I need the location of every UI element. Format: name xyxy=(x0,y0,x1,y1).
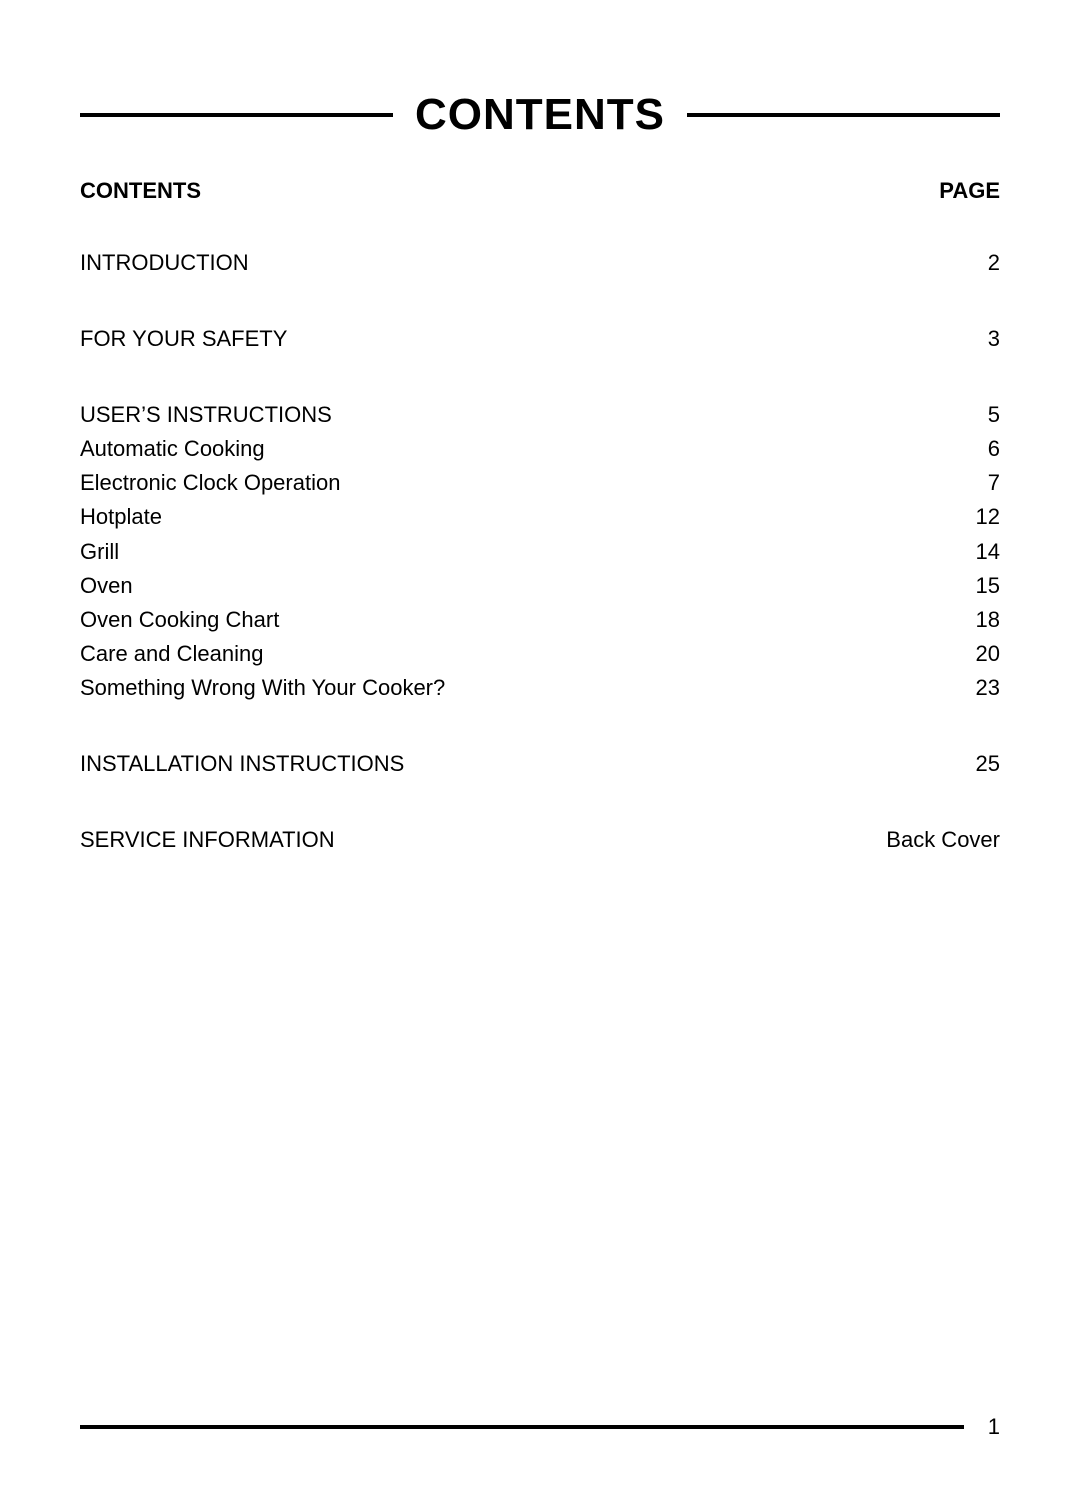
toc-entry: Care and Cleaning20 xyxy=(80,637,1000,671)
toc-section: SERVICE INFORMATIONBack Cover xyxy=(80,823,1000,857)
title-row: CONTENTS xyxy=(80,90,1000,140)
toc-entry: Hotplate12 xyxy=(80,500,1000,534)
toc-entry-page: 20 xyxy=(880,637,1000,671)
page-title: CONTENTS xyxy=(393,90,687,140)
toc-section: FOR YOUR SAFETY3 xyxy=(80,322,1000,356)
toc-entry-label: SERVICE INFORMATION xyxy=(80,823,880,857)
toc-body: INTRODUCTION2 FOR YOUR SAFETY3 USER’S INST… xyxy=(80,246,1000,857)
toc-entry: SERVICE INFORMATIONBack Cover xyxy=(80,823,1000,857)
toc-header-left: CONTENTS xyxy=(80,178,201,204)
footer-rule xyxy=(80,1425,964,1429)
toc-entry-label: Oven Cooking Chart xyxy=(80,603,880,637)
toc-entry-page: 6 xyxy=(880,432,1000,466)
toc-entry-label: INSTALLATION INSTRUCTIONS xyxy=(80,747,880,781)
toc-section: INTRODUCTION2 xyxy=(80,246,1000,280)
toc-entry-page: 7 xyxy=(880,466,1000,500)
toc-entry: Oven Cooking Chart18 xyxy=(80,603,1000,637)
toc-entry-label: Hotplate xyxy=(80,500,880,534)
toc-entry: INSTALLATION INSTRUCTIONS25 xyxy=(80,747,1000,781)
toc-entry-label: Electronic Clock Operation xyxy=(80,466,880,500)
toc-entry-label: FOR YOUR SAFETY xyxy=(80,322,880,356)
toc-entry: USER’S INSTRUCTIONS5 xyxy=(80,398,1000,432)
toc-entry-label: Grill xyxy=(80,535,880,569)
toc-entry: Oven15 xyxy=(80,569,1000,603)
toc-entry-page: 5 xyxy=(880,398,1000,432)
toc-entry-label: Oven xyxy=(80,569,880,603)
toc-entry-page: Back Cover xyxy=(880,823,1000,857)
toc-entry: Electronic Clock Operation7 xyxy=(80,466,1000,500)
toc-entry-page: 14 xyxy=(880,535,1000,569)
toc-entry-page: 15 xyxy=(880,569,1000,603)
toc-entry: Automatic Cooking6 xyxy=(80,432,1000,466)
toc-entry-page: 2 xyxy=(880,246,1000,280)
title-rule-right xyxy=(687,113,1000,117)
toc-entry-page: 18 xyxy=(880,603,1000,637)
toc-entry-page: 23 xyxy=(880,671,1000,705)
toc-entry: INTRODUCTION2 xyxy=(80,246,1000,280)
toc-entry-label: INTRODUCTION xyxy=(80,246,880,280)
toc-entry-page: 12 xyxy=(880,500,1000,534)
title-rule-left xyxy=(80,113,393,117)
toc-entry: Grill14 xyxy=(80,535,1000,569)
toc-entry-page: 25 xyxy=(880,747,1000,781)
toc-section: INSTALLATION INSTRUCTIONS25 xyxy=(80,747,1000,781)
toc-entry: FOR YOUR SAFETY3 xyxy=(80,322,1000,356)
page-number: 1 xyxy=(964,1414,1000,1440)
footer: 1 xyxy=(80,1414,1000,1440)
toc-entry-label: Automatic Cooking xyxy=(80,432,880,466)
toc-entry-label: Care and Cleaning xyxy=(80,637,880,671)
toc-entry-label: USER’S INSTRUCTIONS xyxy=(80,398,880,432)
toc-entry-label: Something Wrong With Your Cooker? xyxy=(80,671,880,705)
toc-header-right: PAGE xyxy=(939,178,1000,204)
toc-header-row: CONTENTS PAGE xyxy=(80,178,1000,204)
toc-entry: Something Wrong With Your Cooker?23 xyxy=(80,671,1000,705)
toc-section: USER’S INSTRUCTIONS5Automatic Cooking6El… xyxy=(80,398,1000,705)
page: CONTENTS CONTENTS PAGE INTRODUCTION2 FOR … xyxy=(0,0,1080,1510)
toc-entry-page: 3 xyxy=(880,322,1000,356)
